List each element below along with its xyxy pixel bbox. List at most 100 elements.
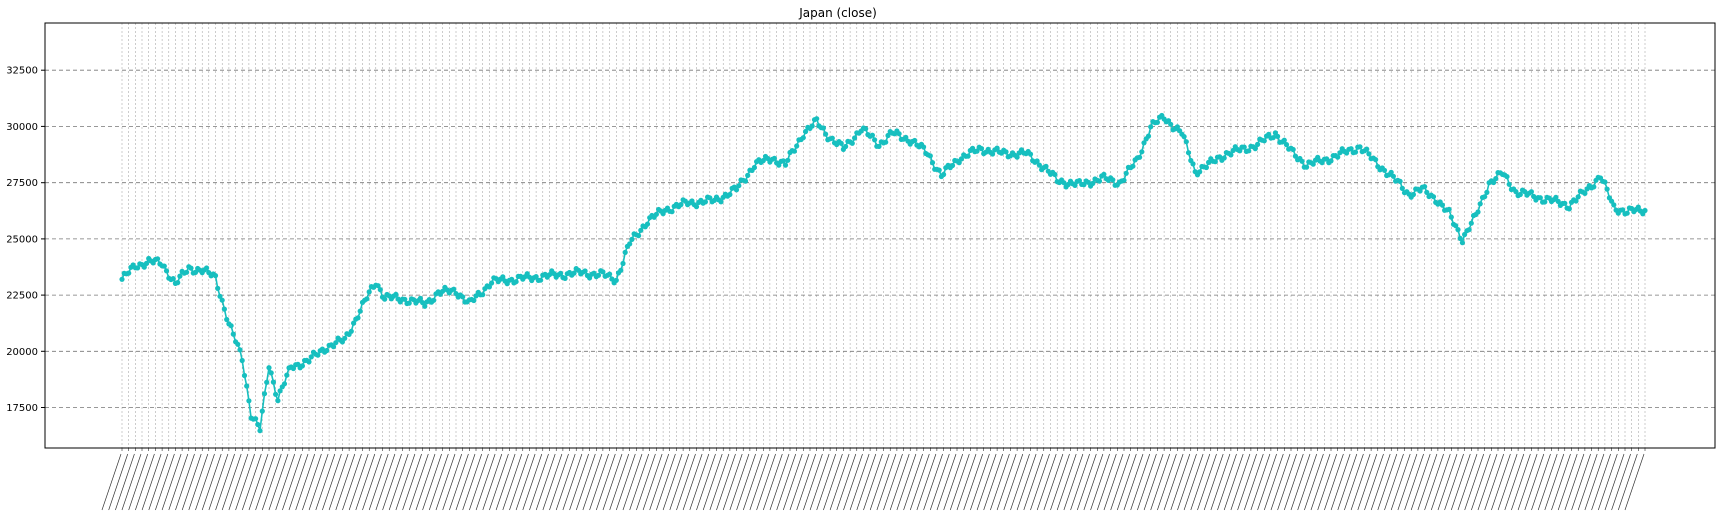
x-tick-label [1076,453,1097,511]
data-point [324,347,330,354]
y-tick-label: 30000 [6,122,38,133]
x-tick-label [949,453,970,511]
x-tick-label [575,453,596,511]
data-point [1446,206,1452,212]
x-tick-label [1444,453,1464,511]
x-tick-label [1577,453,1598,511]
x-tick-label [662,453,683,511]
data-point [1457,235,1463,241]
data-point [1528,189,1534,195]
x-tick-label [1437,453,1458,511]
data-point [885,132,891,139]
x-tick-label [936,453,957,511]
x-tick-label [1424,453,1444,511]
x-tick-label [235,453,255,511]
data-point [1036,162,1042,168]
data-point [460,294,466,300]
data-point [1381,167,1388,173]
x-tick-label [1477,453,1498,511]
x-tick-label [562,453,583,511]
data-point [1555,198,1561,204]
data-point [1328,158,1334,164]
x-tick-label [1551,453,1571,511]
data-point [1101,171,1107,177]
x-tick-label [1197,453,1217,511]
data-point [622,249,628,255]
data-point [253,416,259,422]
x-tick-label [442,453,463,511]
x-tick-label [489,453,509,511]
data-point [382,296,388,302]
x-tick-label [181,453,202,511]
data-point [1181,134,1187,140]
x-tick-label [963,453,984,511]
x-tick-label [355,453,376,511]
data-point [177,273,183,279]
data-point [217,293,223,299]
data-point [1424,189,1430,195]
x-tick-label [208,453,229,511]
x-tick-label [1591,453,1611,511]
x-tick-label [529,453,549,511]
data-point [883,139,889,145]
data-point [1121,177,1127,183]
data-point [333,340,339,346]
x-tick-label [1030,453,1050,511]
x-tick-label [148,453,169,511]
x-tick-label [782,453,803,511]
x-tick-label [702,453,723,511]
data-point [978,146,985,152]
data-point [1061,180,1067,186]
x-tick-label [1344,453,1364,511]
data-point [629,236,635,242]
data-point [377,287,383,293]
data-point [270,379,276,385]
x-tick-label [161,453,182,511]
data-point [417,295,423,301]
chart-title: Japan (close) [798,6,877,20]
y-tick-label: 25000 [6,234,38,245]
x-tick-label [776,453,797,511]
data-point [228,323,234,329]
data-point [838,140,844,146]
x-tick-label [696,453,716,511]
data-point [1410,191,1416,198]
x-tick-label [736,453,756,511]
x-tick-label [916,453,937,511]
x-tick-label [1050,453,1070,511]
x-tick-label [990,453,1010,511]
x-tick-label [175,453,195,511]
x-tick-label [1230,453,1251,511]
data-point [1493,176,1499,182]
x-tick-label [1584,453,1605,511]
data-point [221,306,227,312]
x-tick-label [282,453,302,511]
data-point [990,151,996,157]
x-tick-label [201,453,222,511]
data-point [780,158,786,164]
x-tick-label [195,453,215,511]
data-point [814,116,820,122]
x-tick-label [228,453,249,511]
data-point [929,160,936,166]
data-point [809,123,815,129]
x-tick-label [1364,453,1384,511]
data-point [1299,158,1305,164]
x-tick-label [135,453,155,511]
x-tick-label [1337,453,1358,511]
data-point [290,365,296,372]
data-point [1506,181,1512,187]
x-tick-label [108,453,129,511]
data-point [315,352,321,358]
x-tick-label [248,453,269,511]
x-tick-label [843,453,863,511]
x-tick-label [595,453,616,511]
x-tick-label [268,453,289,511]
data-point [1513,189,1519,195]
data-point [357,308,363,314]
data-point [500,274,506,280]
x-tick-label [188,453,209,511]
x-tick-label [1417,453,1438,511]
x-tick-label [970,453,990,511]
x-tick-label [856,453,877,511]
